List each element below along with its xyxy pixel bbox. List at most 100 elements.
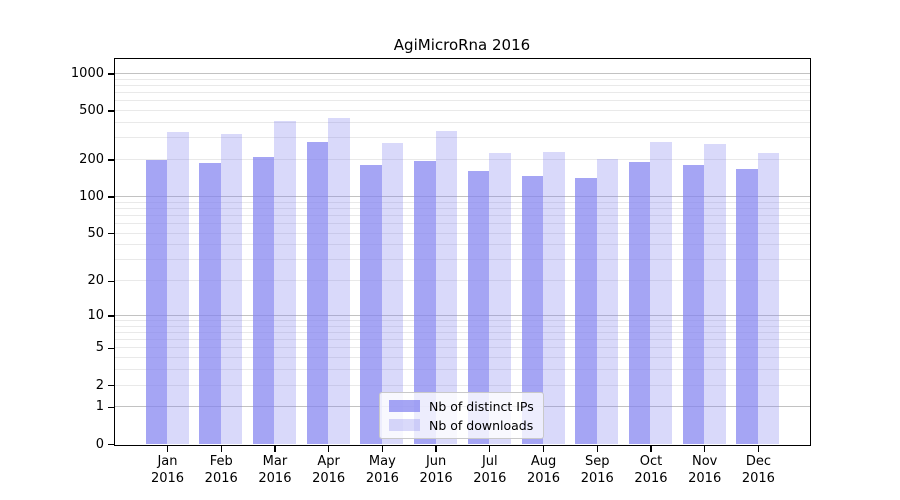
minor-gridline bbox=[115, 232, 810, 234]
bar-jul-ips bbox=[467, 171, 490, 444]
legend-label: Nb of distinct IPs bbox=[429, 398, 534, 414]
y-tick bbox=[107, 384, 114, 387]
bar-jul-downloads bbox=[489, 152, 511, 444]
bar-oct-downloads bbox=[650, 141, 672, 444]
y-tick-label: 1000 bbox=[70, 65, 104, 81]
x-tick-label: Oct 2016 bbox=[620, 453, 682, 487]
major-gridline bbox=[115, 314, 810, 316]
minor-gridline bbox=[115, 331, 810, 333]
x-tick-month: Jan bbox=[157, 454, 178, 469]
minor-gridline bbox=[115, 384, 810, 386]
y-tick-label: 5 bbox=[95, 340, 104, 356]
x-tick-label: Jul 2016 bbox=[459, 453, 521, 487]
x-tick-label: Nov 2016 bbox=[674, 453, 736, 487]
x-tick bbox=[489, 445, 491, 452]
x-tick-month: Mar bbox=[262, 454, 288, 469]
legend: Nb of distinct IPs Nb of downloads bbox=[379, 392, 544, 439]
x-tick bbox=[435, 445, 437, 452]
x-tick bbox=[596, 445, 598, 452]
y-tick bbox=[107, 443, 114, 446]
y-tick bbox=[107, 232, 114, 235]
legend-swatch-distinct-ips bbox=[389, 400, 420, 412]
y-tick bbox=[107, 159, 114, 161]
minor-gridline bbox=[115, 100, 810, 102]
x-tick-label: Jun 2016 bbox=[405, 453, 467, 487]
bar-dec-ips bbox=[736, 168, 758, 444]
x-tick-year: 2016 bbox=[258, 471, 292, 486]
x-tick-year: 2016 bbox=[150, 471, 185, 486]
bar-sep-downloads bbox=[596, 158, 619, 444]
x-tick bbox=[542, 445, 545, 452]
minor-gridline bbox=[115, 201, 810, 203]
bar-may-downloads bbox=[381, 142, 404, 444]
bar-nov-downloads bbox=[704, 143, 726, 444]
minor-gridline bbox=[115, 259, 810, 261]
y-tick bbox=[107, 196, 114, 198]
bar-mar-ips bbox=[252, 157, 275, 444]
x-tick-month: May bbox=[368, 454, 396, 469]
minor-gridline bbox=[115, 325, 810, 327]
x-tick-year: 2016 bbox=[741, 471, 775, 486]
x-tick-month: Sep bbox=[584, 454, 610, 469]
x-tick-month: Apr bbox=[317, 454, 340, 469]
x-tick-year: 2016 bbox=[634, 471, 668, 486]
y-tick-label: 20 bbox=[87, 273, 104, 289]
x-tick-month: Jul bbox=[481, 454, 498, 469]
minor-gridline bbox=[115, 369, 810, 371]
bar-feb-ips bbox=[199, 162, 221, 444]
x-tick-year: 2016 bbox=[580, 471, 614, 486]
minor-gridline bbox=[115, 159, 810, 161]
x-tick-year: 2016 bbox=[204, 471, 238, 486]
minor-gridline bbox=[115, 347, 810, 349]
minor-gridline bbox=[115, 244, 810, 246]
y-tick-label: 50 bbox=[87, 225, 104, 241]
x-tick-label: Dec 2016 bbox=[727, 453, 789, 487]
x-tick-year: 2016 bbox=[688, 471, 722, 486]
y-tick-label: 1 bbox=[95, 399, 104, 415]
legend-label: Nb of downloads bbox=[429, 417, 534, 433]
x-tick bbox=[166, 445, 169, 452]
legend-item: Nb of downloads bbox=[389, 417, 534, 433]
bar-aug-downloads bbox=[543, 151, 565, 444]
minor-gridline bbox=[115, 207, 810, 209]
x-tick-year: 2016 bbox=[365, 471, 399, 486]
bar-mar-downloads bbox=[274, 121, 296, 444]
x-tick bbox=[220, 445, 222, 452]
minor-gridline bbox=[115, 122, 810, 123]
x-tick bbox=[381, 445, 384, 452]
minor-gridline bbox=[115, 320, 810, 321]
x-tick bbox=[650, 445, 652, 452]
y-tick-label: 200 bbox=[79, 152, 104, 168]
x-tick-label: Mar 2016 bbox=[244, 453, 306, 487]
y-tick-label: 100 bbox=[79, 188, 104, 204]
x-tick-month: Feb bbox=[209, 454, 233, 469]
y-tick-label: 500 bbox=[79, 103, 104, 119]
bar-apr-ips bbox=[306, 142, 329, 444]
bar-jun-downloads bbox=[435, 130, 458, 444]
minor-gridline bbox=[115, 110, 810, 112]
x-tick-label: Jan 2016 bbox=[137, 453, 199, 487]
x-tick-label: Apr 2016 bbox=[298, 453, 360, 487]
x-tick-year: 2016 bbox=[419, 471, 453, 486]
x-tick-month: Dec bbox=[745, 454, 771, 469]
legend-item: Nb of distinct IPs bbox=[389, 398, 534, 414]
x-tick-label: Aug 2016 bbox=[513, 453, 575, 487]
bar-sep-ips bbox=[575, 178, 597, 444]
x-tick-month: Nov bbox=[692, 454, 718, 469]
bar-nov-ips bbox=[682, 165, 705, 444]
x-tick-year: 2016 bbox=[526, 471, 561, 486]
bar-feb-downloads bbox=[220, 134, 243, 444]
x-tick-year: 2016 bbox=[312, 471, 346, 486]
minor-gridline bbox=[115, 84, 810, 86]
bar-aug-ips bbox=[521, 175, 544, 444]
y-tick-label: 10 bbox=[87, 307, 104, 323]
x-tick-year: 2016 bbox=[473, 471, 507, 486]
legend-swatch-downloads bbox=[389, 419, 420, 431]
minor-gridline bbox=[115, 92, 810, 94]
bar-apr-downloads bbox=[328, 118, 350, 444]
y-tick bbox=[107, 73, 114, 75]
y-tick-label: 2 bbox=[95, 377, 104, 393]
minor-gridline bbox=[115, 280, 810, 282]
minor-gridline bbox=[115, 357, 810, 359]
minor-gridline bbox=[115, 137, 810, 139]
